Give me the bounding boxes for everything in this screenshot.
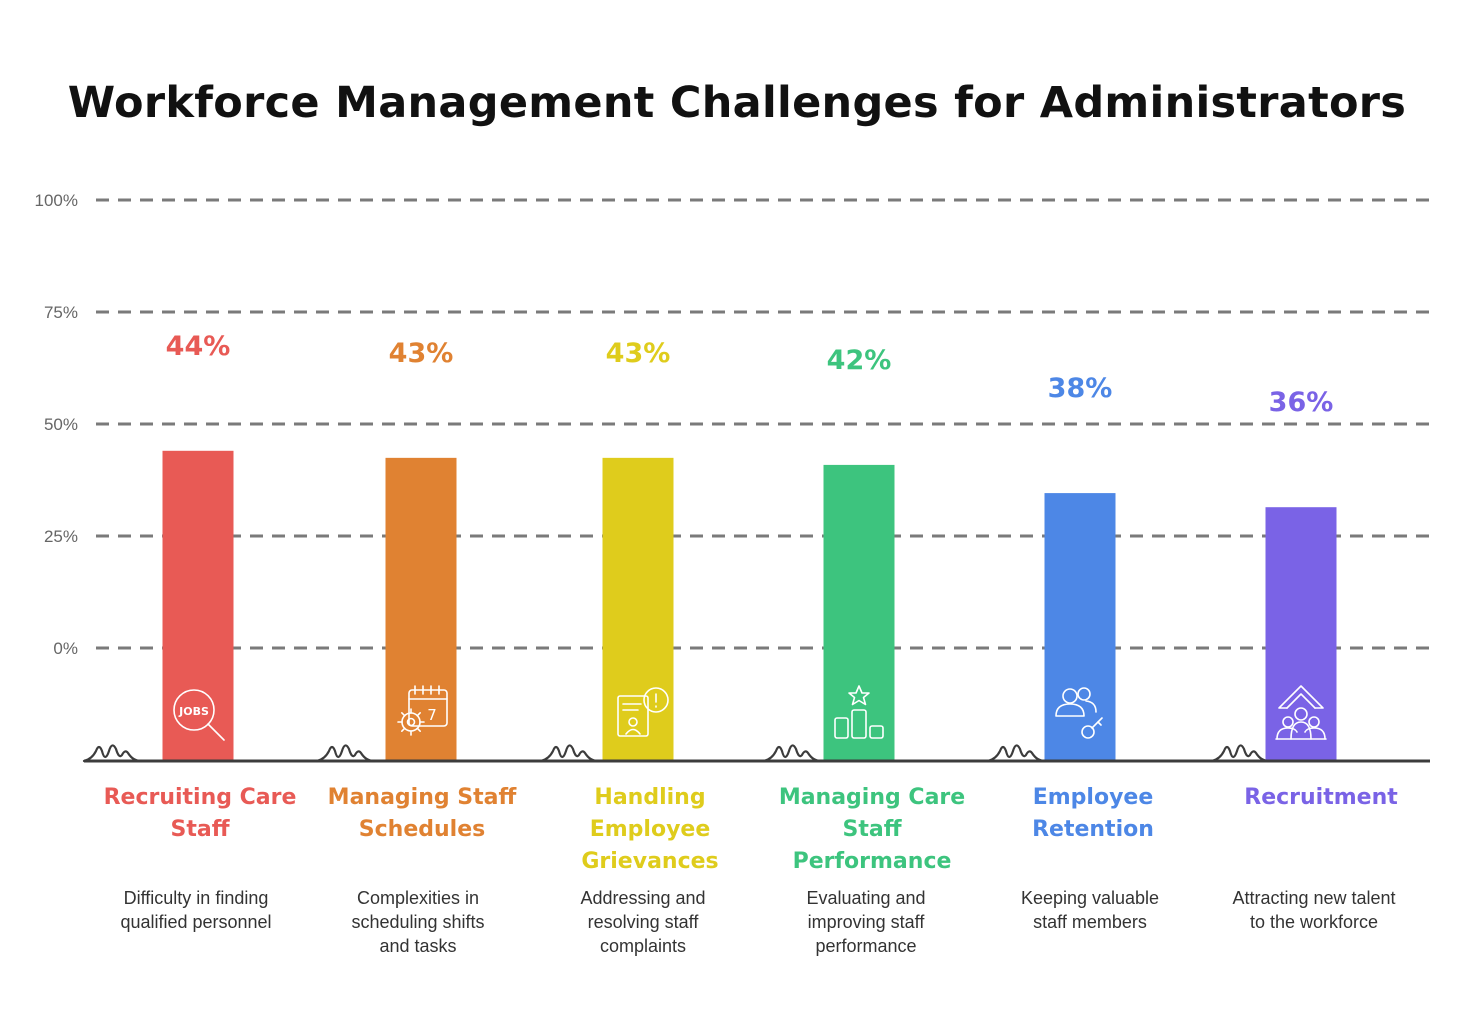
gridlines [96, 198, 1432, 650]
baseline-squiggle [82, 744, 143, 763]
value-label: 36% [1269, 387, 1334, 418]
baseline-squiggle [315, 744, 376, 763]
calendar-gear-icon: 7 [397, 685, 448, 736]
category-description: Addressing and resolving staff complaints [580, 888, 706, 956]
performance-podium-icon [834, 685, 884, 739]
category-description: Attracting new talent to the workforce [1232, 888, 1396, 932]
y-axis-ticks: 100% 75% 50% 25% 0% [35, 191, 78, 658]
category-description: Complexities in scheduling shifts and task… [351, 888, 485, 956]
baseline-squiggle [1210, 744, 1271, 763]
jobs-search-icon: JOBS [173, 689, 225, 741]
y-tick-label: 0% [53, 639, 78, 658]
y-tick-label: 50% [44, 415, 78, 434]
value-label: 38% [1048, 373, 1113, 404]
bar [1044, 493, 1116, 761]
baseline-squiggle [539, 744, 600, 763]
category-description: Evaluating and improving staff performance [806, 888, 926, 956]
category-label: Recruiting Care Staff [103, 785, 297, 842]
svg-text:JOBS: JOBS [178, 705, 209, 718]
y-tick-label: 100% [35, 191, 78, 210]
category-label: Employee Retention [1032, 785, 1154, 842]
bar [1265, 507, 1337, 761]
baseline-squiggle [762, 744, 823, 763]
svg-text:7: 7 [427, 706, 437, 724]
value-label: 44% [166, 331, 231, 362]
category-description: Difficulty in finding qualified personnel [120, 888, 272, 932]
bar-icons: JOBS 7 [173, 685, 1327, 741]
baseline-squiggle [986, 744, 1047, 763]
bar [823, 464, 895, 761]
bar [385, 457, 457, 761]
baseline [82, 744, 1430, 763]
category-description: Keeping valuable staff members [1020, 888, 1160, 932]
category-label: Recruitment [1244, 785, 1398, 810]
grievance-alert-icon [617, 687, 669, 737]
value-labels: 44% 43% 43% 42% 38% 36% [166, 331, 1334, 418]
y-tick-label: 75% [44, 303, 78, 322]
category-label: Managing Staff Schedules [327, 785, 517, 842]
value-label: 43% [389, 338, 454, 369]
y-tick-label: 25% [44, 527, 78, 546]
bars [162, 450, 1337, 761]
category-label: Handling Employee Grievances [581, 785, 719, 874]
value-label: 42% [827, 345, 892, 376]
retention-people-key-icon [1055, 687, 1103, 739]
category-label: Managing Care Staff Performance [778, 785, 966, 874]
bar [602, 457, 674, 761]
chart-title: Workforce Management Challenges for Admi… [67, 78, 1407, 128]
recruitment-upward-icon [1275, 685, 1327, 740]
value-label: 43% [606, 338, 671, 369]
